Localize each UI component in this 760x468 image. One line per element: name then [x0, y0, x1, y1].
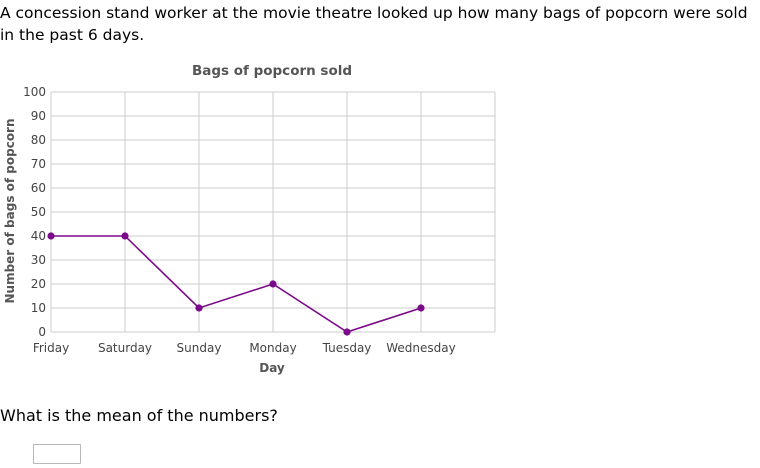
x-axis-ticks: Friday Saturday Sunday Monday Tuesday Wednesd…: [33, 341, 456, 355]
x-tick-label: Tuesday: [322, 341, 372, 355]
y-tick-label: 20: [31, 277, 46, 291]
chart-title: Bags of popcorn sold: [192, 63, 352, 79]
y-tick-label: 80: [31, 133, 46, 147]
y-tick-label: 50: [31, 205, 46, 219]
y-tick-label: 30: [31, 253, 46, 267]
question-text: What is the mean of the numbers?: [0, 406, 278, 425]
y-tick-label: 40: [31, 229, 46, 243]
x-tick-label: Wednesday: [386, 341, 455, 355]
data-point: [195, 304, 203, 312]
data-point: [343, 328, 351, 336]
y-tick-label: 100: [23, 85, 46, 99]
y-tick-label: 10: [31, 301, 46, 315]
y-tick-label: 70: [31, 157, 46, 171]
data-point: [121, 232, 129, 240]
x-tick-label: Saturday: [98, 341, 152, 355]
data-point: [47, 232, 55, 240]
data-point: [269, 280, 277, 288]
chart-grid: [50, 91, 496, 333]
x-tick-label: Sunday: [177, 341, 222, 355]
answer-input[interactable]: [33, 444, 81, 464]
problem-text: A concession stand worker at the movie t…: [0, 4, 748, 44]
y-tick-label: 90: [31, 109, 46, 123]
data-series: [47, 232, 425, 336]
data-point: [417, 304, 425, 312]
x-tick-label: Monday: [249, 341, 296, 355]
x-axis-label: Day: [259, 361, 285, 375]
y-tick-label: 60: [31, 181, 46, 195]
x-tick-label: Friday: [33, 341, 69, 355]
series-line: [51, 235, 422, 333]
y-tick-label: 0: [38, 325, 46, 339]
line-chart: Bags of popcorn sold Day Number of bags …: [3, 63, 496, 375]
y-axis-label: Number of bags of popcorn: [3, 118, 17, 303]
y-axis-ticks: 0 10 20 30 40 50 60 70 80 90 100: [23, 85, 46, 339]
